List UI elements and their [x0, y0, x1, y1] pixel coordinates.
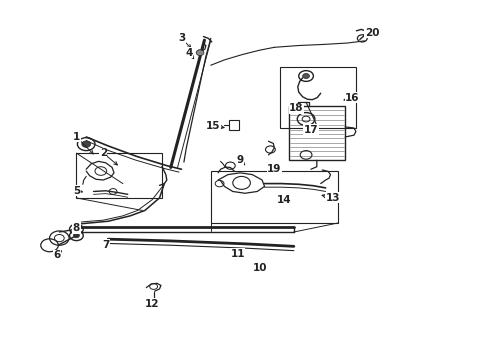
- Text: 12: 12: [145, 299, 159, 309]
- Bar: [211, 171, 338, 223]
- Text: 19: 19: [267, 164, 281, 174]
- Text: 14: 14: [277, 195, 292, 205]
- Text: 18: 18: [289, 103, 303, 113]
- Text: 1: 1: [73, 132, 80, 142]
- Text: 6: 6: [53, 250, 60, 260]
- Bar: [229, 120, 239, 130]
- Text: 2: 2: [99, 148, 107, 158]
- Text: 10: 10: [252, 263, 267, 273]
- Text: 16: 16: [345, 93, 360, 103]
- Text: 4: 4: [185, 48, 193, 58]
- Circle shape: [303, 73, 310, 78]
- Text: 9: 9: [237, 155, 244, 165]
- Text: 5: 5: [73, 186, 80, 196]
- Circle shape: [196, 50, 204, 55]
- Bar: [289, 107, 345, 160]
- Circle shape: [74, 227, 79, 231]
- Circle shape: [74, 233, 79, 238]
- Text: 13: 13: [326, 193, 340, 203]
- Text: 8: 8: [73, 224, 80, 233]
- Text: 11: 11: [230, 248, 245, 258]
- Text: 7: 7: [102, 239, 109, 249]
- Bar: [280, 67, 356, 128]
- Text: 20: 20: [365, 28, 379, 38]
- Bar: [76, 153, 162, 198]
- Text: 17: 17: [304, 125, 318, 135]
- Text: 15: 15: [206, 121, 220, 131]
- Circle shape: [82, 141, 91, 147]
- Text: 3: 3: [178, 33, 185, 43]
